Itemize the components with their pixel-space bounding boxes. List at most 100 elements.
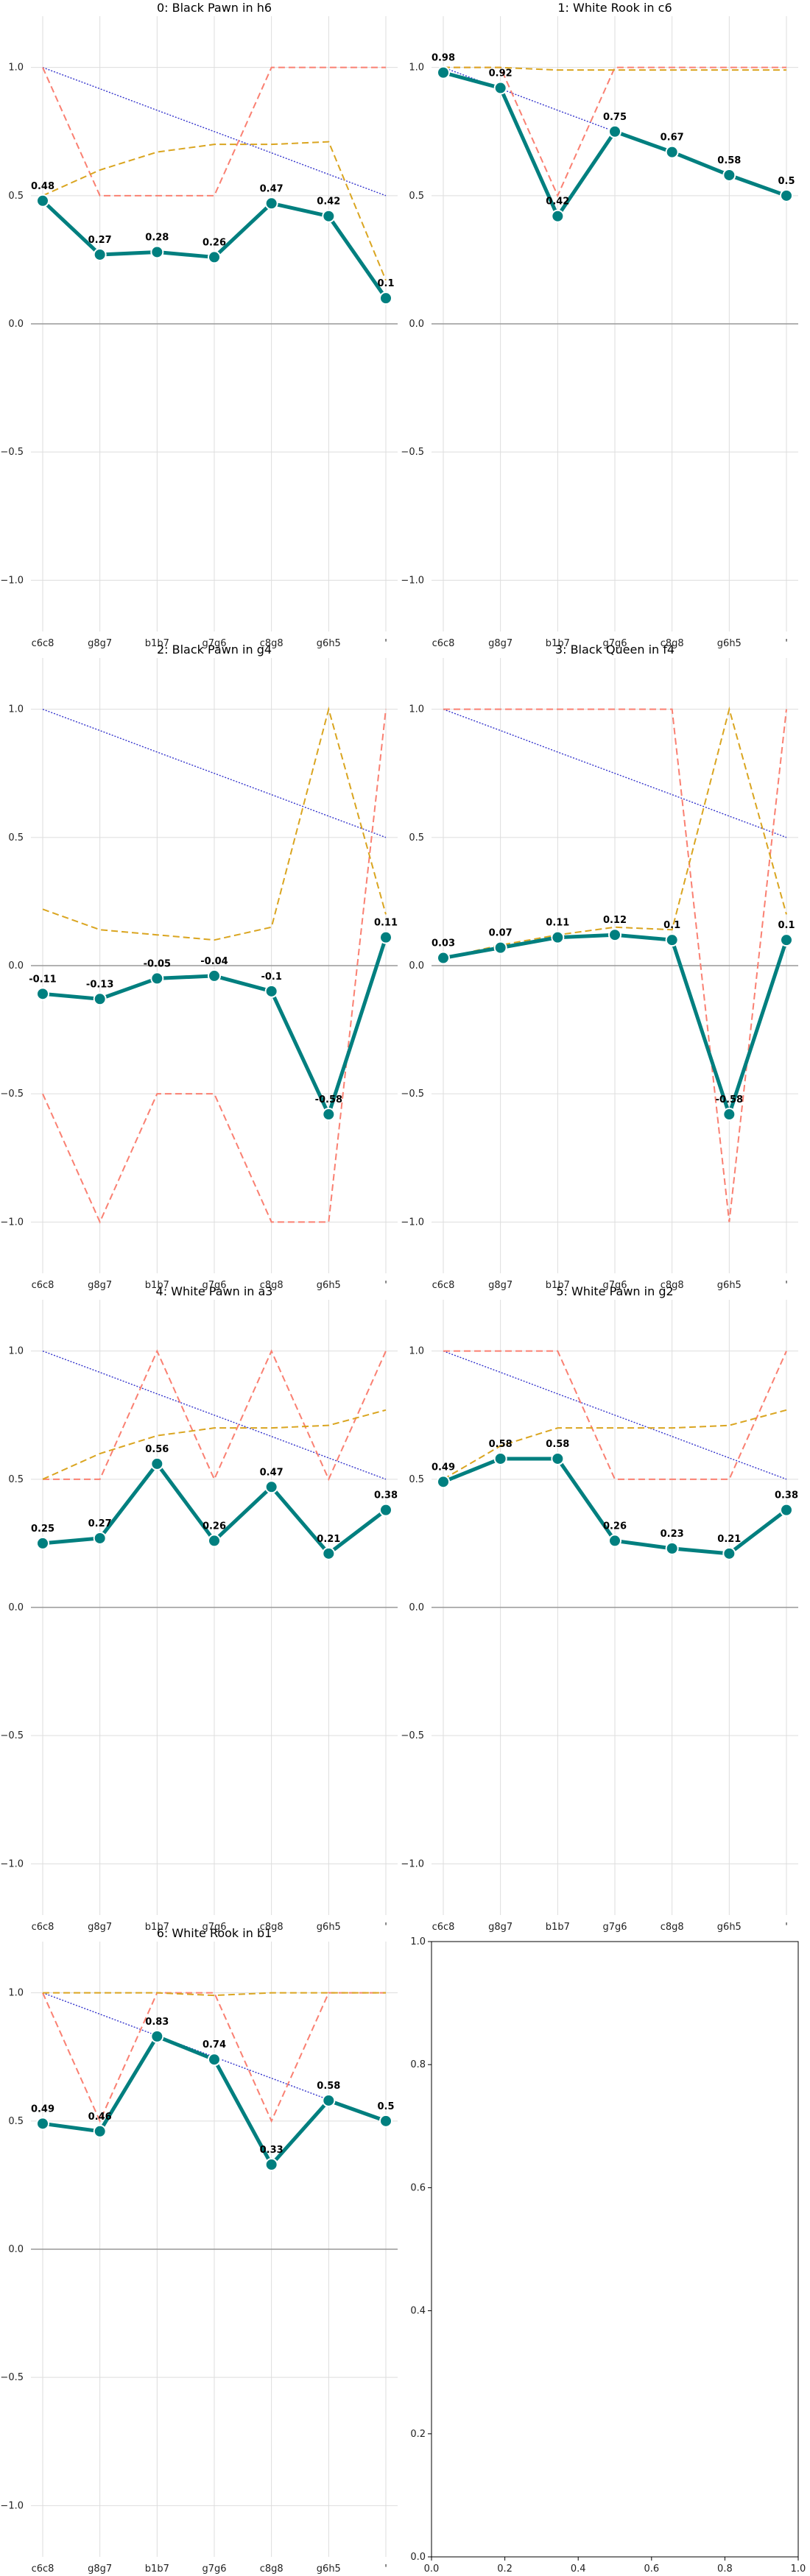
- x-tick-label: g8g7: [488, 1922, 513, 1933]
- x-tick-label: c8g8: [260, 638, 284, 649]
- x-tick-label: g7g6: [202, 1922, 226, 1933]
- y-tick-label: 0.5: [409, 832, 424, 843]
- data-label: 0.1: [377, 278, 394, 289]
- chart-panel-1: 1: White Rook in c6 1.0 0.5 0.0 −0.5 −1.0 c6c8…: [401, 1, 798, 649]
- data-label: 0.21: [317, 1534, 340, 1545]
- data-label: 0.26: [202, 237, 226, 248]
- chart-panel-2: 2: Black Pawn in g4 1.0 0.5 0.0 −0.5 −1.0 c6c8…: [0, 643, 398, 1291]
- x-tick-label: g6h5: [317, 1922, 341, 1933]
- data-label: 0.27: [88, 1518, 112, 1529]
- data-label: 0.74: [202, 2039, 226, 2050]
- data-label: 0.23: [661, 1529, 684, 1540]
- data-label: 0.42: [317, 197, 340, 208]
- data-point: [379, 930, 392, 944]
- panel-title: 6: White Rook in b1: [157, 1926, 272, 1940]
- x-tick-label: g7g6: [602, 1280, 627, 1291]
- y-tick-label: 0.0: [410, 2552, 426, 2563]
- data-label: -0.04: [200, 956, 228, 967]
- y-tick-label: 0.5: [8, 2116, 24, 2127]
- y-tick-label: −1.0: [0, 1217, 24, 1228]
- data-point: [264, 1480, 278, 1494]
- x-tick-label: c6c8: [432, 1280, 455, 1291]
- data-point: [722, 1108, 736, 1122]
- series-line-salmon-dashed: [443, 708, 787, 1222]
- x-tick-label: ': [384, 638, 387, 649]
- series-line-salmon-dashed: [42, 1992, 386, 2123]
- data-label: 0.42: [546, 197, 569, 208]
- data-point: [493, 81, 507, 95]
- x-tick-label: c8g8: [260, 1280, 284, 1291]
- y-tick-label: −0.5: [0, 1089, 24, 1100]
- y-tick-label: 1.0: [8, 63, 24, 74]
- x-tick-label: c6c8: [32, 1922, 54, 1933]
- x-tick-label: ': [785, 638, 788, 649]
- x-tick-label: 0.4: [571, 2563, 586, 2575]
- series-line-reference: [42, 1351, 387, 1480]
- y-tick-label: −1.0: [0, 575, 24, 586]
- data-label: 0.83: [145, 2017, 169, 2028]
- data-point: [665, 145, 679, 159]
- data-point: [264, 197, 278, 210]
- data-point: [36, 2117, 49, 2131]
- x-tick-label: 0.6: [644, 2563, 659, 2575]
- data-point: [551, 1451, 565, 1465]
- chart-panel-3: 3: Black Queen in f4 1.0 0.5 0.0 −0.5 −1.0 c6c…: [401, 643, 798, 1291]
- data-point: [551, 209, 565, 223]
- y-tick-label: 1.0: [8, 704, 24, 715]
- y-tick-label: 0.5: [8, 1474, 24, 1485]
- data-point: [493, 941, 507, 955]
- data-point: [437, 1475, 450, 1489]
- data-point: [780, 188, 793, 202]
- data-point: [93, 2124, 107, 2138]
- x-tick-label: c8g8: [661, 1280, 684, 1291]
- panel-title: 5: White Pawn in g2: [556, 1284, 673, 1298]
- series-line-orange-dashed: [443, 1409, 787, 1480]
- data-point: [379, 2114, 392, 2128]
- data-label: 0.25: [31, 1524, 54, 1535]
- data-label: 0.1: [663, 920, 680, 931]
- data-point: [551, 930, 565, 944]
- data-point: [608, 928, 621, 942]
- data-label: 0.98: [432, 53, 455, 64]
- y-tick-label: 0.5: [8, 832, 24, 843]
- data-label: 0.58: [489, 1439, 513, 1450]
- y-tick-label: −1.0: [0, 1858, 24, 1869]
- series-line-reference: [42, 67, 387, 197]
- data-point: [665, 933, 679, 947]
- data-point: [780, 1503, 793, 1517]
- data-point: [150, 2029, 164, 2043]
- data-label: -0.58: [716, 1094, 743, 1105]
- data-point: [608, 1534, 621, 1548]
- y-tick-label: 1.0: [409, 704, 424, 715]
- data-label: 0.26: [603, 1521, 627, 1532]
- data-point: [493, 1451, 507, 1465]
- x-tick-label: ': [785, 1922, 788, 1933]
- data-label: 0.11: [546, 918, 569, 929]
- x-tick-label: ': [384, 1922, 387, 1933]
- data-label: 0.49: [31, 2103, 54, 2115]
- empty-panel-frame: [431, 1941, 799, 2558]
- panel-title: 4: White Pawn in a3: [156, 1284, 273, 1298]
- x-tick-label: ': [785, 1280, 788, 1291]
- x-tick-label: c6c8: [432, 638, 455, 649]
- y-tick-label: 0.5: [409, 191, 424, 202]
- y-tick-label: −0.5: [401, 1730, 424, 1741]
- x-tick-label: c8g8: [661, 638, 684, 649]
- x-tick-label: g8g7: [88, 1280, 112, 1291]
- data-point: [379, 291, 392, 305]
- data-point: [437, 66, 450, 79]
- series-line-orange-dashed: [443, 706, 787, 959]
- data-point: [93, 992, 107, 1006]
- data-point: [93, 247, 107, 261]
- x-tick-label: g8g7: [488, 1280, 513, 1291]
- series-line-salmon-dashed: [443, 1350, 787, 1480]
- y-tick-label: 1.0: [8, 1988, 24, 1999]
- panel-title: 3: Black Queen in f4: [555, 643, 675, 657]
- data-point: [780, 933, 793, 947]
- panel-title: 0: Black Pawn in h6: [157, 1, 272, 15]
- data-point: [36, 1536, 49, 1550]
- y-tick-label: 1.0: [8, 1346, 24, 1357]
- data-label: 0.12: [603, 915, 627, 926]
- data-point: [36, 194, 49, 208]
